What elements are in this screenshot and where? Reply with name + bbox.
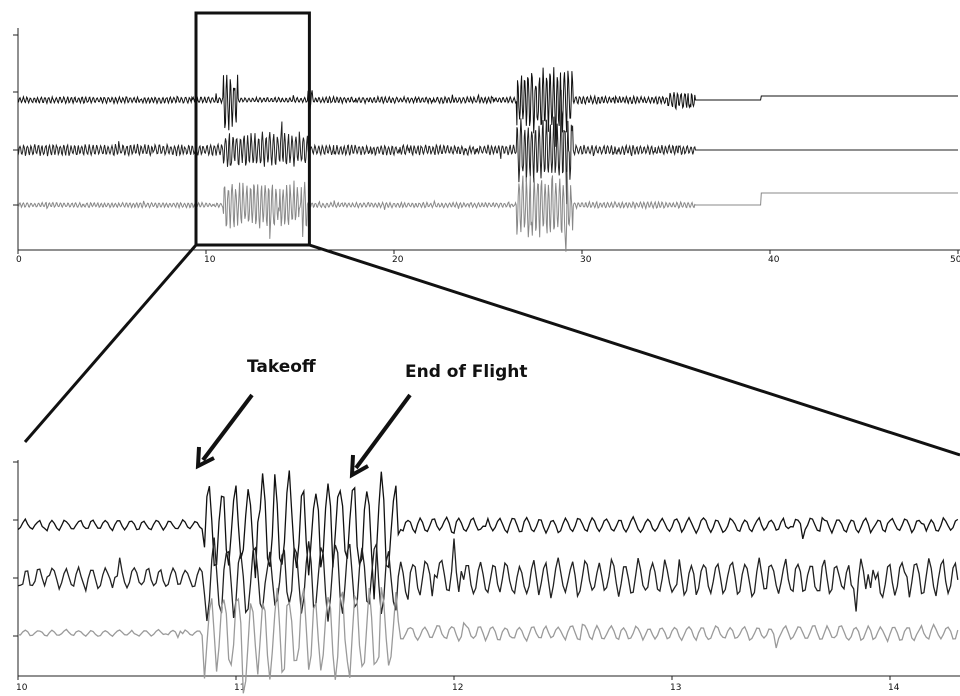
x-tick-label: 20 xyxy=(392,255,404,265)
zoom-connector-right xyxy=(308,243,960,457)
series-line-channel-1 xyxy=(17,67,958,147)
x-tick-label: 40 xyxy=(768,255,780,265)
x-tick-label: 10 xyxy=(204,255,216,265)
series-line-channel-2 xyxy=(17,89,958,205)
annotations: Takeoff End of Flight xyxy=(195,357,527,479)
x-tick-label: 12 xyxy=(452,683,463,693)
series-line-channel-3 xyxy=(17,171,958,252)
x-tick-label: 30 xyxy=(580,255,592,265)
zoom-connectors xyxy=(23,243,960,457)
zoomed-plot: 10 11 12 13 14 xyxy=(13,460,960,694)
series-line-channel-2 xyxy=(17,537,959,622)
x-tick-label: 50 xyxy=(950,255,960,265)
takeoff-label: Takeoff xyxy=(247,357,316,377)
x-tick-label: 11 xyxy=(234,683,245,693)
takeoff-arrowhead xyxy=(195,446,215,470)
zoom-box xyxy=(194,11,311,247)
takeoff-arrow xyxy=(201,393,254,462)
x-tick-label: 13 xyxy=(670,683,681,693)
overview-plot: 0 10 20 30 40 50 xyxy=(13,11,960,265)
series-line-channel-3 xyxy=(17,587,959,694)
zoom-connector-left xyxy=(23,244,198,443)
x-tick-label: 10 xyxy=(16,683,28,693)
series-line-channel-1 xyxy=(17,470,959,600)
end-of-flight-label: End of Flight xyxy=(405,362,527,382)
end-of-flight-arrowhead xyxy=(349,454,369,479)
x-tick-label: 0 xyxy=(16,255,22,265)
end-of-flight-arrow xyxy=(354,393,412,470)
x-tick-label: 14 xyxy=(888,683,900,693)
